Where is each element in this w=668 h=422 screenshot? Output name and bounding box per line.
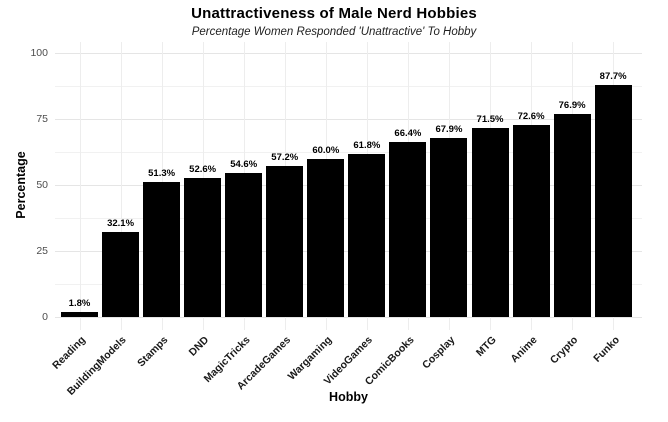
bar-videogames bbox=[348, 153, 386, 317]
bar-value-label: 61.8% bbox=[353, 139, 381, 151]
gridline-horizontal bbox=[55, 119, 642, 120]
bar-value-label: 87.7% bbox=[599, 71, 627, 83]
x-tick-label: Stamps bbox=[134, 334, 171, 370]
bar-value-label: 66.4% bbox=[394, 127, 422, 139]
bar-wargaming bbox=[307, 158, 345, 317]
bar-value-label: 71.5% bbox=[476, 114, 504, 126]
y-tick-label: 25 bbox=[36, 245, 48, 257]
gridline-horizontal bbox=[55, 152, 642, 153]
bar-value-label: 1.8% bbox=[68, 298, 91, 310]
chart-panel: 1.8% 32.1% 51.3% 52.6% 54.6% 57.2% 60.0% 61.8% 6… bbox=[55, 42, 642, 330]
bar-value-label: 76.9% bbox=[558, 99, 586, 111]
x-tick-label: Funko bbox=[590, 334, 622, 365]
bar-funko bbox=[594, 85, 632, 317]
bar-comicbooks bbox=[389, 141, 427, 317]
y-tick-label: 100 bbox=[30, 47, 48, 59]
gridline-horizontal bbox=[55, 317, 642, 318]
bar-value-label: 60.0% bbox=[312, 144, 340, 156]
gridline-vertical bbox=[79, 42, 81, 330]
x-tick-label: Reading bbox=[50, 334, 88, 372]
bar-value-label: 72.6% bbox=[517, 111, 545, 123]
y-tick-label: 0 bbox=[42, 311, 48, 323]
gridline-horizontal bbox=[55, 53, 642, 54]
x-tick-label: DND bbox=[186, 334, 212, 359]
y-tick-label: 50 bbox=[36, 179, 48, 191]
bar-anime bbox=[512, 125, 550, 317]
bar-reading bbox=[61, 312, 98, 317]
bar-value-label: 51.3% bbox=[148, 167, 176, 179]
chart-subtitle: Percentage Women Responded 'Unattractive… bbox=[191, 26, 477, 38]
bar-crypto bbox=[553, 113, 591, 317]
bar-mtg bbox=[471, 128, 509, 317]
bar-value-label: 54.6% bbox=[230, 158, 258, 170]
bar-value-label: 67.9% bbox=[435, 123, 463, 135]
gridline-vertical bbox=[120, 42, 122, 330]
x-tick-label: Anime bbox=[508, 334, 540, 366]
x-tick-label: MTG bbox=[473, 334, 499, 359]
bar-cosplay bbox=[430, 137, 468, 317]
bar-value-label: 32.1% bbox=[107, 218, 135, 230]
bar-magictricks bbox=[225, 172, 263, 317]
bar-buildingmodels bbox=[102, 232, 140, 317]
x-axis-ticks: Reading BuildingModels Stamps DND MagicTrick… bbox=[50, 331, 642, 398]
bar-stamps bbox=[143, 181, 181, 317]
bar-value-label: 52.6% bbox=[189, 164, 217, 176]
bar-dnd bbox=[184, 178, 222, 317]
x-tick-label: Crypto bbox=[548, 334, 581, 367]
bar-arcadegames bbox=[266, 165, 304, 317]
bar-value-label: 57.2% bbox=[271, 151, 299, 163]
chart-title: Unattractiveness of Male Nerd Hobbies bbox=[191, 5, 477, 22]
y-tick-label: 75 bbox=[36, 113, 48, 125]
x-tick-label: Cosplay bbox=[420, 334, 458, 372]
x-axis-title: Hobby bbox=[329, 390, 368, 404]
gridline-horizontal bbox=[55, 86, 642, 87]
